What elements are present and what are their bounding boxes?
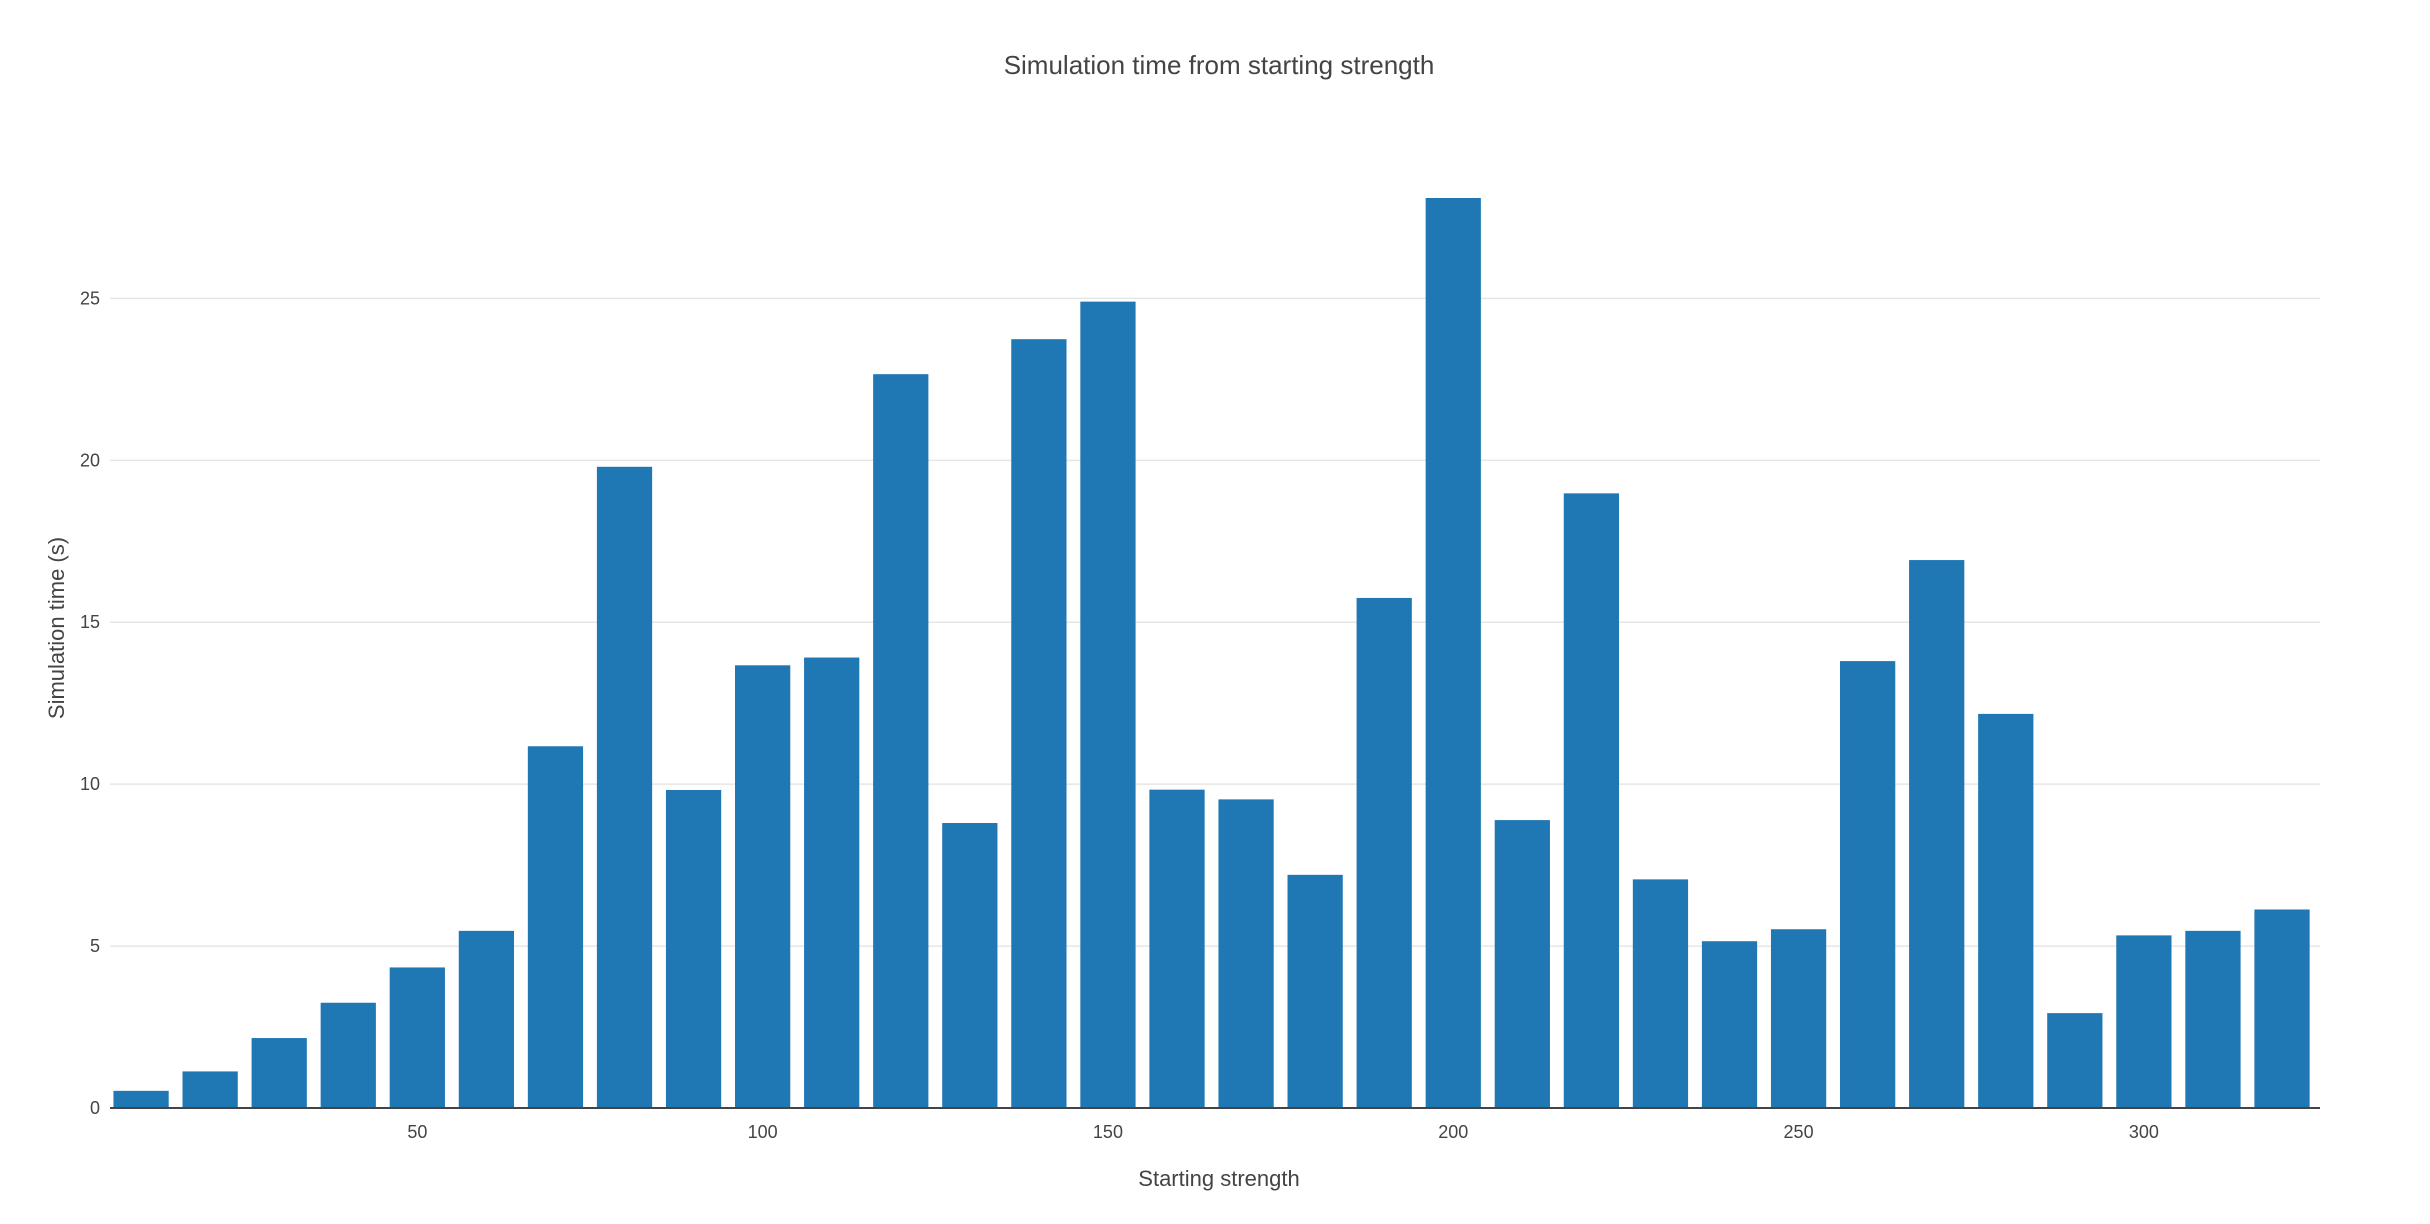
bar[interactable]: [2254, 909, 2310, 1108]
bar[interactable]: [389, 967, 445, 1108]
bar[interactable]: [1080, 301, 1136, 1108]
bar[interactable]: [873, 374, 929, 1109]
bar[interactable]: [665, 789, 722, 1108]
bars: [113, 198, 2310, 1109]
bar[interactable]: [1011, 339, 1067, 1108]
x-tick-label: 150: [1093, 1122, 1123, 1142]
bar[interactable]: [1909, 560, 1965, 1108]
y-tick-label: 0: [90, 1098, 100, 1118]
bar[interactable]: [1356, 597, 1412, 1108]
bar[interactable]: [804, 657, 860, 1108]
bar[interactable]: [735, 665, 791, 1108]
y-tick-label: 20: [80, 450, 100, 470]
bar[interactable]: [1563, 493, 1620, 1108]
x-tick-label: 100: [748, 1122, 778, 1142]
bar[interactable]: [320, 1002, 376, 1108]
x-tick-label: 250: [1784, 1122, 1814, 1142]
bar[interactable]: [113, 1090, 169, 1108]
x-tick-label: 200: [1438, 1122, 1468, 1142]
bar[interactable]: [1770, 929, 1827, 1108]
x-tick-label: 300: [2129, 1122, 2159, 1142]
bar[interactable]: [1425, 198, 1481, 1108]
bar[interactable]: [2185, 930, 2241, 1108]
bar[interactable]: [1494, 820, 1550, 1108]
bar[interactable]: [2116, 935, 2172, 1108]
bar[interactable]: [596, 466, 653, 1108]
bar[interactable]: [1287, 874, 1343, 1108]
bar[interactable]: [1701, 941, 1758, 1108]
bar[interactable]: [1149, 789, 1205, 1108]
chart-title: Simulation time from starting strength: [1004, 50, 1435, 80]
bar[interactable]: [458, 930, 515, 1108]
bar[interactable]: [1978, 713, 2034, 1108]
bar[interactable]: [182, 1071, 238, 1108]
bar[interactable]: [2047, 1013, 2103, 1108]
x-tick-label: 50: [407, 1122, 427, 1142]
y-tick-label: 5: [90, 936, 100, 956]
bar[interactable]: [1632, 879, 1689, 1108]
bar[interactable]: [1218, 799, 1274, 1108]
y-ticks: 0 5 10 15 20 25: [80, 288, 100, 1118]
y-tick-label: 25: [80, 288, 100, 308]
bar[interactable]: [1840, 661, 1896, 1108]
x-axis-title: Starting strength: [1138, 1166, 1299, 1191]
bar[interactable]: [942, 823, 998, 1108]
y-axis-title: Simulation time (s): [44, 537, 69, 719]
bar[interactable]: [251, 1038, 307, 1108]
x-ticks: 50 100 150 200 250 300: [407, 1122, 2159, 1142]
y-tick-label: 10: [80, 774, 100, 794]
bar[interactable]: [527, 746, 584, 1108]
y-tick-label: 15: [80, 612, 100, 632]
